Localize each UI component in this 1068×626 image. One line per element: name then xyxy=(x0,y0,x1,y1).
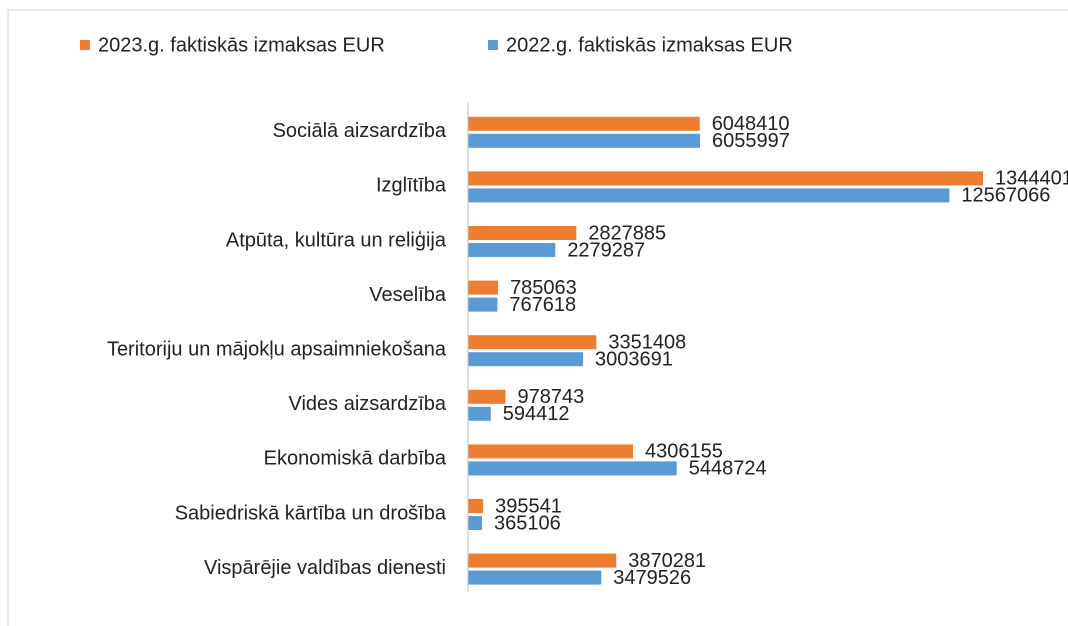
value-label: 365106 xyxy=(494,512,561,534)
value-label: 978743 xyxy=(517,386,584,408)
bar xyxy=(468,335,597,350)
bar xyxy=(468,226,577,240)
bar xyxy=(468,116,700,131)
bar xyxy=(468,389,506,404)
y-tick-label: Veselība xyxy=(369,284,447,306)
value-label: 3003691 xyxy=(595,348,673,370)
legend-swatch xyxy=(488,40,498,50)
value-label: 5448724 xyxy=(689,458,767,480)
value-label: 395541 xyxy=(495,495,562,517)
y-tick-label: Vides aizsardzība xyxy=(289,393,447,415)
value-label: 12567066 xyxy=(961,185,1050,207)
value-label: 13444018 xyxy=(995,168,1068,190)
value-label: 3351408 xyxy=(608,331,686,353)
bar xyxy=(468,461,677,476)
value-label: 3870281 xyxy=(628,550,706,572)
value-label: 3479526 xyxy=(613,567,691,589)
bar xyxy=(468,352,584,367)
bar xyxy=(468,280,499,295)
legend-swatch xyxy=(80,40,90,50)
bar xyxy=(468,243,556,257)
value-label: 767618 xyxy=(509,294,576,316)
bar xyxy=(468,406,491,421)
bar xyxy=(468,171,983,186)
value-label: 2827885 xyxy=(588,222,666,244)
bar xyxy=(468,499,484,513)
y-tick-label: Teritoriju un mājokļu apsaimniekošana xyxy=(107,338,447,360)
y-tick-label: Sabiedriskā kārtība un drošība xyxy=(175,502,447,524)
y-tick-label: Ekonomiskā darbība xyxy=(264,448,447,470)
value-label: 785063 xyxy=(510,277,577,299)
bar xyxy=(468,553,617,568)
y-tick-label: Atpūta, kultūra un reliģija xyxy=(226,229,447,251)
bar xyxy=(468,133,700,148)
bar xyxy=(468,444,633,459)
y-tick-label: Izglītība xyxy=(376,175,447,197)
bar xyxy=(468,188,950,203)
value-label: 4306155 xyxy=(645,441,723,463)
y-tick-label: Vispārējie valdības dienesti xyxy=(204,557,446,579)
bar xyxy=(468,297,498,312)
value-label: 594412 xyxy=(503,403,570,425)
value-label: 6048410 xyxy=(712,113,790,135)
legend-label: 2023.g. faktiskās izmaksas EUR xyxy=(98,34,385,56)
bar xyxy=(468,516,482,530)
y-tick-label: Sociālā aizsardzība xyxy=(273,120,447,142)
value-label: 2279287 xyxy=(567,239,645,261)
frame xyxy=(7,9,1068,626)
bar xyxy=(468,570,602,585)
value-label: 6055997 xyxy=(712,130,790,152)
legend-label: 2022.g. faktiskās izmaksas EUR xyxy=(506,34,793,56)
